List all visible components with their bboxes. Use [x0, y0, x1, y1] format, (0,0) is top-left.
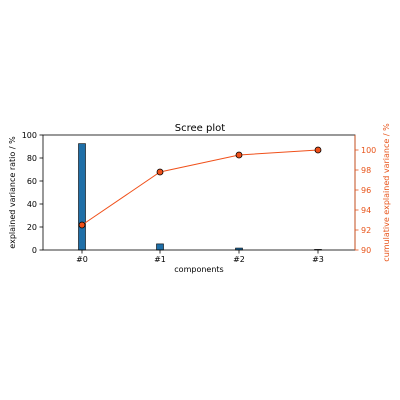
left-tick-label: 0	[32, 246, 37, 255]
right-tick-label: 100	[361, 146, 376, 155]
cumulative-line-layer	[79, 147, 321, 228]
left-tick-label: 60	[27, 177, 37, 186]
bar-1	[157, 244, 164, 250]
cumulative-point-1	[157, 169, 163, 175]
cumulative-point-3	[315, 147, 321, 153]
x-tick-label: #0	[76, 255, 88, 264]
x-axis: #0 #1 #2 #3	[76, 250, 324, 264]
chart-title: Scree plot	[175, 123, 225, 134]
x-axis-label: components	[174, 265, 223, 274]
left-tick-label: 80	[27, 154, 37, 163]
x-tick-label: #2	[233, 255, 245, 264]
right-tick-label: 98	[361, 166, 371, 175]
plot-frame	[43, 135, 355, 250]
bars-layer	[79, 144, 322, 250]
left-tick-label: 40	[27, 200, 37, 209]
right-y-axis: 90 92 94 96 98 100	[355, 135, 376, 255]
x-tick-label: #1	[154, 255, 166, 264]
right-tick-label: 92	[361, 226, 371, 235]
left-y-axis: 0 20 40 60 80 100	[22, 131, 43, 255]
cumulative-line	[82, 150, 318, 225]
cumulative-point-2	[236, 152, 242, 158]
right-tick-label: 90	[361, 246, 371, 255]
left-tick-label: 100	[22, 131, 37, 140]
x-tick-label: #3	[312, 255, 324, 264]
left-y-axis-label: explained variance ratio / %	[8, 136, 17, 249]
cumulative-point-0	[79, 222, 85, 228]
right-tick-label: 96	[361, 186, 371, 195]
right-tick-label: 94	[361, 206, 371, 215]
right-y-axis-label: cumulative explained variance / %	[382, 123, 391, 262]
bar-0	[79, 144, 86, 250]
left-tick-label: 20	[27, 223, 37, 232]
